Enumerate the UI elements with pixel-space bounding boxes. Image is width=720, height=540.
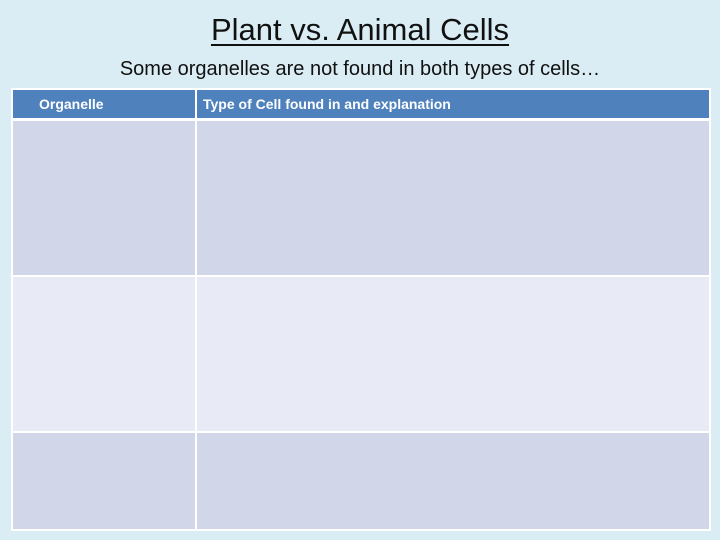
- slide-title: Plant vs. Animal Cells: [210, 12, 510, 47]
- table-header-row: Organelle Type of Cell found in and expl…: [11, 88, 711, 121]
- organelle-cell: [11, 275, 197, 433]
- organelle-cell: [11, 118, 197, 277]
- organelle-table: Organelle Type of Cell found in and expl…: [11, 88, 711, 531]
- table-row: [11, 118, 711, 277]
- slide-subtitle: Some organelles are not found in both ty…: [119, 58, 601, 80]
- table-row: [11, 431, 711, 531]
- header-organelle: Organelle: [11, 88, 197, 121]
- explanation-cell: [195, 275, 711, 433]
- explanation-cell: [195, 118, 711, 277]
- table-row: [11, 275, 711, 433]
- header-cell-type: Type of Cell found in and explanation: [195, 88, 711, 121]
- organelle-cell: [11, 431, 197, 531]
- explanation-cell: [195, 431, 711, 531]
